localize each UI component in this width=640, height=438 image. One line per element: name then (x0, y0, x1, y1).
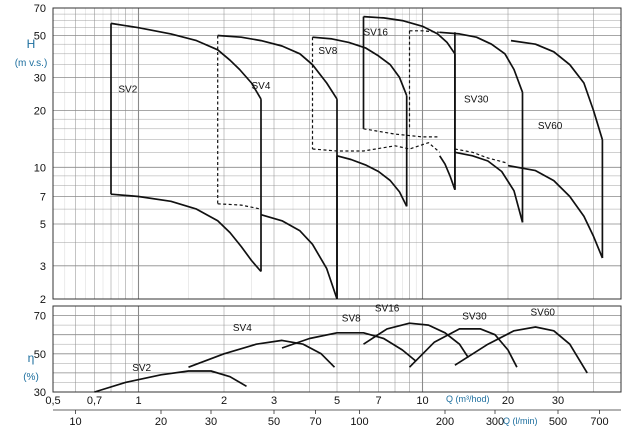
head-y-tick-label: 50 (34, 31, 46, 43)
sv60-head-max-curve (510, 39, 604, 140)
x-tick-label-m3h: 30 (552, 395, 564, 407)
sv30-head-label: SV30 (464, 95, 489, 106)
sv60-head-min-curve (507, 164, 604, 259)
x-tick-labels-lmin: 10 20 30 50 70 100 200 300 500 700 (53, 409, 621, 428)
efficiency-chart-frame (52, 305, 622, 393)
sv8-efficiency-curve (281, 331, 417, 363)
head-y-tick-label: 7 (40, 192, 46, 204)
sv30-head-max-curve (439, 31, 524, 93)
sv60-head-label: SV60 (538, 121, 563, 132)
x-axis-label-m3h: Q (m³/hod) (446, 394, 490, 404)
head-y-tick-labels: 2 3 5 7 10 20 30 50 70 (34, 3, 46, 306)
head-y-tick-label: 2 (40, 294, 46, 306)
efficiency-chart-grid (53, 306, 621, 392)
x-tick-label-m3h: 2 (221, 395, 227, 407)
head-envelope-dashed (312, 142, 441, 153)
sv16-head-label: SV16 (364, 28, 389, 39)
x-tick-label-m3h: 1 (135, 395, 141, 407)
sv16-head-max-curve (363, 15, 456, 55)
sv2-efficiency-label: SV2 (132, 363, 151, 374)
series-labels: SV2 SV4 SV8 SV16 SV30 SV60 SV2 SV4 SV8 SV16 SV30 SV… (118, 28, 562, 375)
sv2-efficiency-curve (94, 370, 247, 393)
sv30-head-min-curve (454, 151, 524, 223)
x-tick-label-lmin: 500 (549, 416, 567, 428)
sv8-head-max-curve (312, 36, 408, 96)
sv2-head-label: SV2 (118, 84, 137, 95)
efficiency-y-tick-label: 30 (34, 387, 46, 399)
efficiency-y-tick-label: 70 (34, 311, 46, 323)
head-envelope-dashed (217, 203, 262, 210)
x-tick-label-m3h: 0,5 (45, 395, 60, 407)
head-axis-unit: (m v.s.) (15, 58, 48, 69)
x-tick-label-lmin: 70 (309, 416, 321, 428)
sv30-efficiency-curve (408, 328, 518, 368)
efficiency-curves (94, 322, 588, 393)
head-y-tick-label: 3 (40, 261, 46, 273)
sv16-efficiency-label: SV16 (375, 304, 400, 315)
sv16-efficiency-curve (363, 322, 470, 359)
sv4-head-label: SV4 (252, 81, 271, 92)
x-axis-label-lmin: Q (l/min) (503, 416, 538, 426)
head-curves (110, 15, 604, 300)
head-envelope-dashed (409, 30, 440, 33)
head-y-tick-label: 10 (34, 162, 46, 174)
sv4-efficiency-curve (188, 339, 336, 368)
x-tick-label-m3h: 7 (375, 395, 381, 407)
sv2-head-min-curve (110, 193, 262, 273)
sv4-head-min-curve (260, 213, 338, 300)
efficiency-y-tick-label: 50 (34, 349, 46, 361)
x-tick-labels-m3h: 0,5 0,7 1 2 3 5 7 10 20 30 (45, 395, 564, 407)
head-y-tick-label: 20 (34, 106, 46, 118)
x-tick-label-lmin: 200 (436, 416, 454, 428)
x-tick-label-m3h: 20 (502, 395, 514, 407)
x-tick-label-lmin: 30 (205, 416, 217, 428)
x-tick-label-m3h: 0,7 (87, 395, 102, 407)
head-axis-label: H (27, 37, 36, 51)
head-envelope-dashed (363, 128, 440, 138)
x-tick-label-lmin: 100 (350, 416, 368, 428)
sv8-head-label: SV8 (318, 46, 337, 57)
sv4-efficiency-label: SV4 (233, 323, 252, 334)
efficiency-y-tick-labels: 30 50 70 (34, 311, 46, 399)
head-y-tick-label: 70 (34, 3, 46, 15)
efficiency-axis-unit: (%) (23, 372, 39, 383)
sv8-efficiency-label: SV8 (342, 313, 361, 324)
x-tick-label-m3h: 5 (334, 395, 340, 407)
sv60-efficiency-label: SV60 (531, 308, 556, 319)
head-chart-grid (53, 8, 621, 299)
x-tick-label-lmin: 10 (69, 416, 81, 428)
sv4-head-max-curve (217, 34, 338, 100)
x-tick-label-m3h: 10 (416, 395, 428, 407)
head-y-tick-label: 30 (34, 72, 46, 84)
x-tick-label-lmin: 20 (155, 416, 167, 428)
sv2-head-max-curve (110, 22, 262, 100)
x-tick-label-lmin: 700 (590, 416, 608, 428)
x-tick-label-m3h: 3 (271, 395, 277, 407)
efficiency-axis-label: η (28, 351, 35, 365)
head-envelope-dashed (454, 148, 509, 164)
head-y-tick-label: 5 (40, 219, 46, 231)
sv8-head-min-curve (336, 154, 408, 207)
sv30-efficiency-label: SV30 (462, 311, 487, 322)
x-tick-label-lmin: 50 (268, 416, 280, 428)
sv16-head-min-curve (438, 155, 456, 190)
sv60-efficiency-curve (454, 326, 588, 374)
x-tick-label-lmin: 300 (486, 416, 504, 428)
